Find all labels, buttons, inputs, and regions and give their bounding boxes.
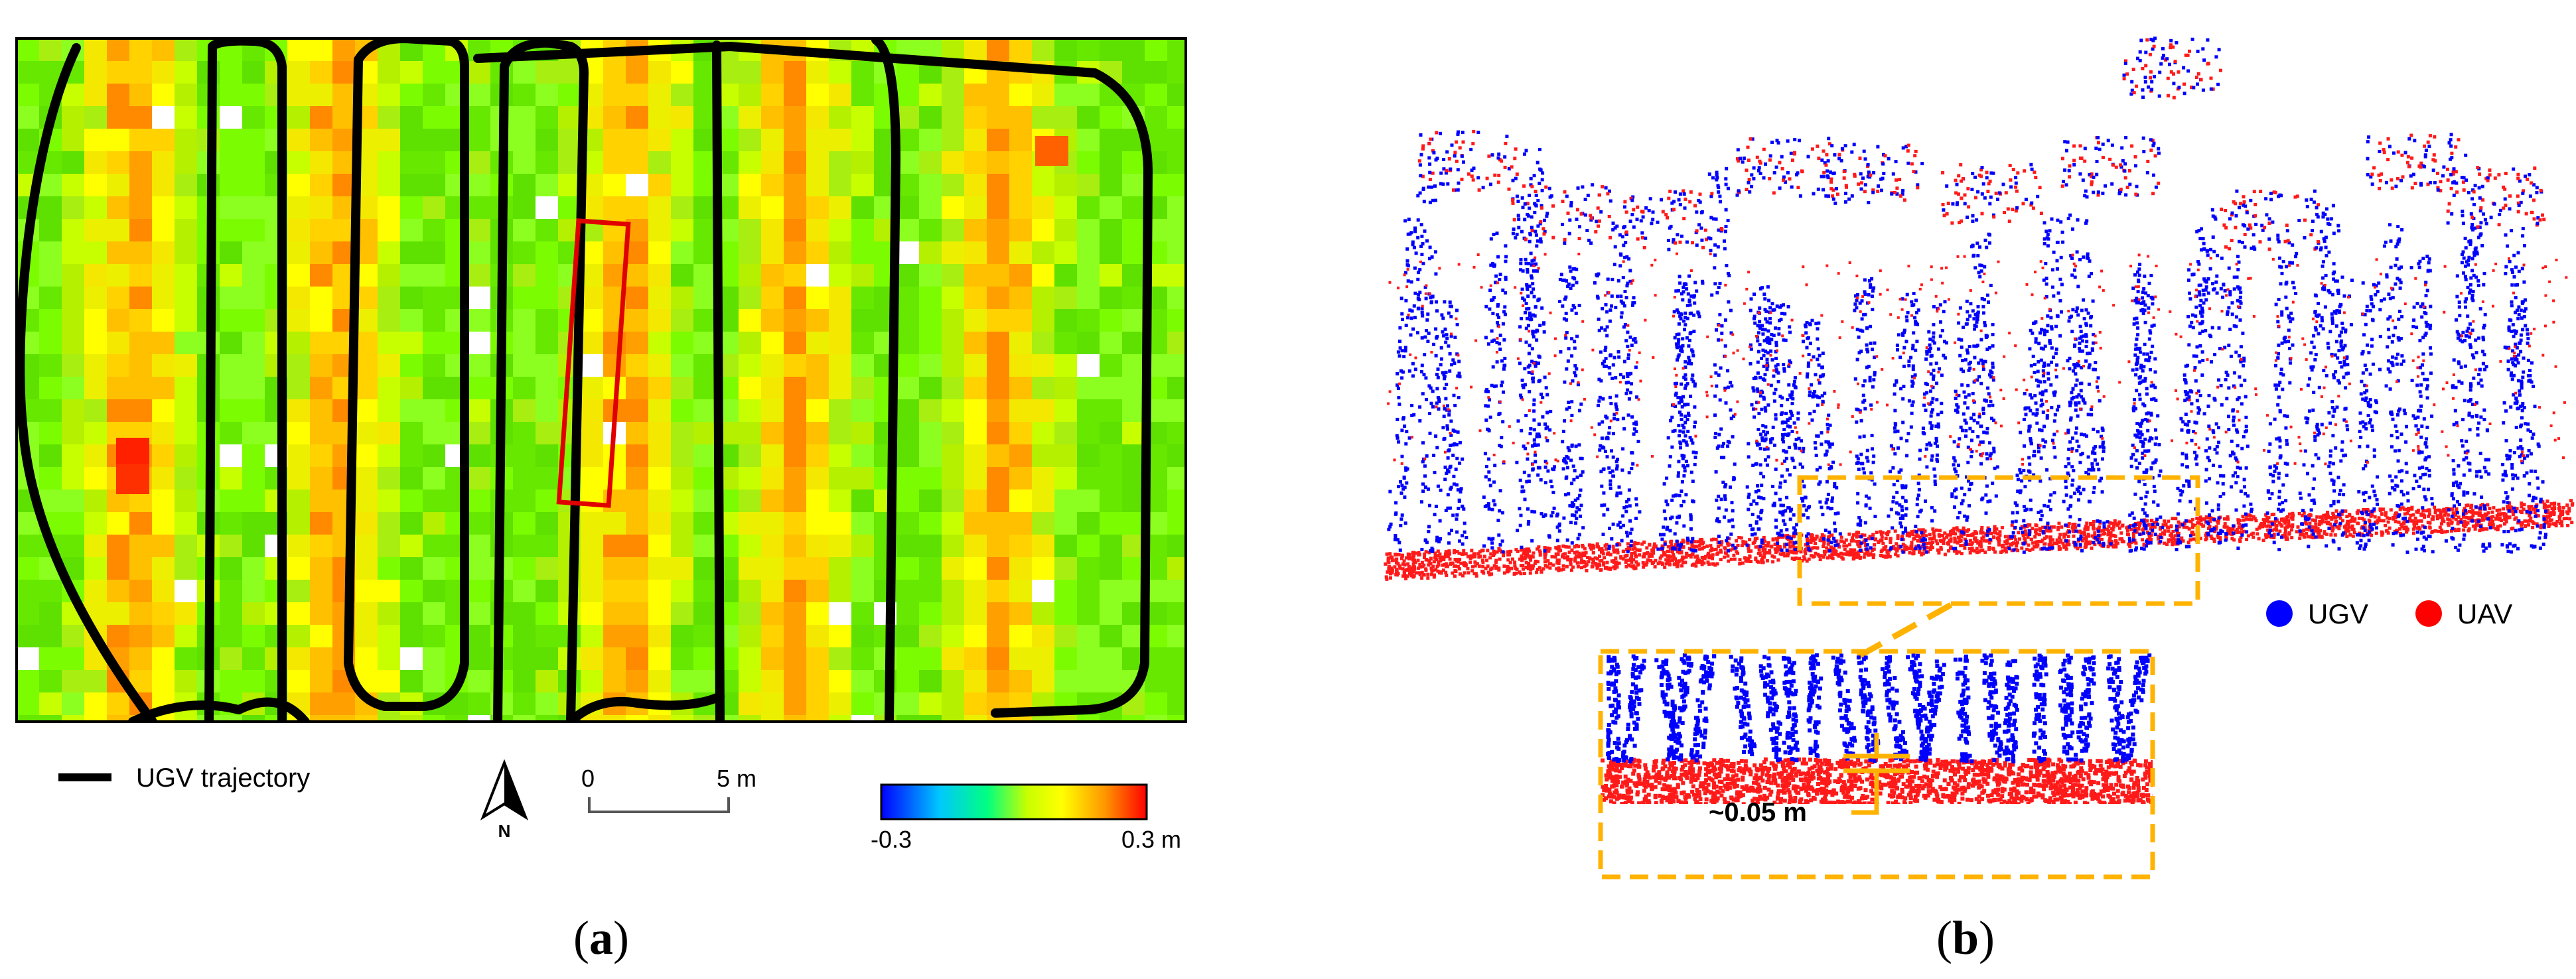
panel-b-label: (b): [1936, 911, 1995, 964]
colorbar-gradient: [880, 783, 1148, 820]
highlight-box: [556, 218, 631, 508]
zoom-region-box: [1797, 475, 2200, 606]
ugv-trajectory: [17, 38, 1153, 722]
north-arrow: N: [480, 759, 529, 841]
scale-bar-line: [588, 797, 730, 813]
inset-panel: ~0.05 m: [1598, 649, 2155, 880]
trajectory-path-loop-2: [344, 38, 469, 711]
zoom-connector: [1856, 602, 1953, 659]
legend-uav-marker: [2415, 600, 2442, 627]
inset-annotation: ~0.05 m: [1709, 798, 1807, 827]
height-marker-bracket: [1851, 772, 1879, 815]
height-marker: [1843, 733, 1910, 815]
inset-points: [1601, 653, 2153, 804]
panel-a-map: [15, 37, 1187, 723]
scale-bar-end-label: 5 m: [717, 765, 756, 792]
point-cloud-points: [1384, 36, 2575, 581]
scale-bar-start-label: 0: [581, 765, 595, 792]
legend-uav-label: UAV: [2457, 598, 2512, 629]
legend-ugv-label: UGV: [2308, 598, 2368, 629]
trajectory-path-outer-left: [17, 43, 157, 722]
trajectory-legend: UGV trajectory: [58, 763, 310, 793]
map-frame: [15, 37, 1187, 723]
panel-a-label: (a): [573, 911, 629, 964]
trajectory-path-loop-1: [204, 38, 287, 722]
point-cloud-legend: UGV UAV: [2266, 598, 2512, 629]
trajectory-path-top: [473, 42, 1153, 718]
north-arrow-fill: [504, 763, 526, 817]
colorbar-max-label: 0.3 m: [1121, 826, 1181, 853]
panel-b-point-cloud: [1384, 36, 2575, 581]
trajectory-path-loop-4: [712, 40, 725, 722]
zoom-box: [1797, 475, 2200, 659]
map-raster-cells: [17, 38, 1186, 722]
trajectory-path-loop-5: [871, 38, 900, 722]
elevation-colorbar: -0.3 0.3 m: [871, 783, 1181, 853]
trajectory-path-bottom-return: [566, 692, 725, 722]
colorbar-min-label: -0.3: [871, 826, 912, 853]
trajectory-legend-label: UGV trajectory: [136, 763, 310, 793]
trajectory-path-bottom-loops: [128, 697, 310, 722]
north-arrow-label: N: [498, 821, 511, 841]
scale-bar: 0 5 m: [581, 765, 756, 813]
legend-ugv-marker: [2266, 600, 2293, 627]
